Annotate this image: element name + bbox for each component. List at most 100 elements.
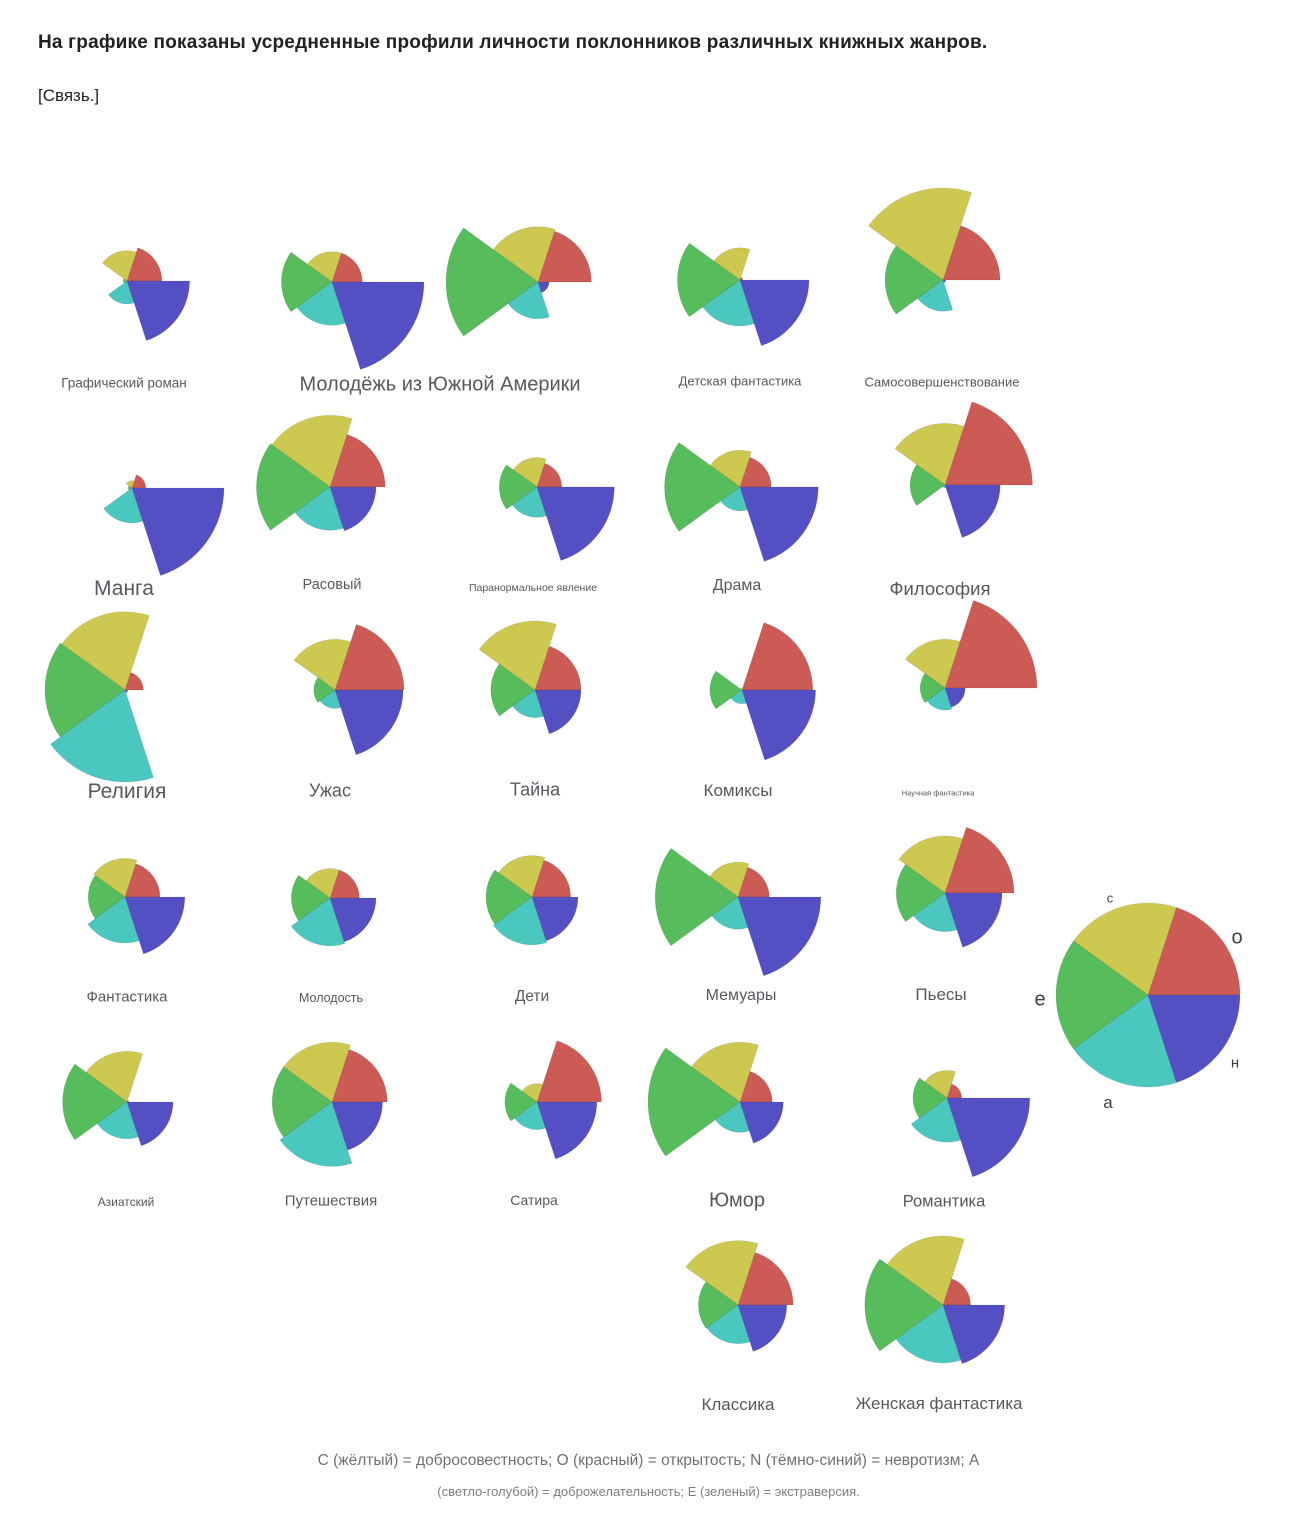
экстраверсия-sector (256, 443, 331, 531)
rose-chart-genre-14 (839, 582, 1051, 794)
экстраверсия-sector (313, 677, 336, 703)
rose-chart-genre-10 (19, 584, 231, 796)
добросовестность-sector (904, 638, 961, 689)
доброжелательность-sector (895, 1304, 962, 1364)
rose-chart-genre-1 (226, 176, 438, 388)
rose-chart-genre-15 (19, 791, 231, 1003)
добросовестность-sector (293, 639, 352, 691)
добросовестность-sector (709, 449, 752, 488)
экстраверсия-sector (281, 251, 333, 313)
rose-chart-genre-3 (634, 174, 846, 386)
добросовестность-sector (271, 414, 353, 488)
открытость-sector (531, 859, 572, 898)
genre-label: Классика (701, 1395, 775, 1414)
rose-chart-genre-23 (634, 996, 846, 1208)
доброжелательность-sector (107, 280, 135, 305)
экстраверсия-sector (1055, 940, 1149, 1050)
rose-chart-genre-0 (21, 175, 233, 387)
genre-label: Молодость (298, 991, 364, 1005)
открытость-sector (737, 866, 770, 898)
доброжелательность-sector (926, 687, 953, 711)
невротизм-sector (131, 487, 225, 577)
rose-chart-genre-8 (634, 381, 846, 593)
невротизм-sector (329, 486, 377, 532)
экстраверсия-sector (445, 227, 539, 337)
экстраверсия-sector (62, 1063, 128, 1141)
доброжелательность-sector (512, 689, 545, 718)
экстраверсия-sector (654, 847, 739, 947)
source-link-text[interactable]: [Связь.] (38, 86, 100, 105)
невротизм-sector (536, 486, 615, 562)
добросовестность-sector (1073, 902, 1177, 996)
доброжелательность-sector (96, 1101, 139, 1140)
genre-label: Молодёжь из Южной Америки (299, 373, 581, 396)
доброжелательность-sector (103, 487, 144, 524)
genre-label: Манга (94, 577, 154, 600)
добросовестность-sector (713, 247, 751, 281)
невротизм-sector (946, 1097, 1031, 1178)
открытость-sector (131, 474, 147, 489)
genre-label: Комиксы (703, 781, 773, 800)
доброжелательность-sector (294, 486, 344, 531)
genre-label: Самосовершенствование (864, 374, 1020, 390)
доброжелательность-sector (714, 1101, 750, 1133)
экстраверсия-sector (498, 464, 538, 510)
экстраверсия-sector (698, 1281, 739, 1329)
экстраверсия-sector (912, 1077, 948, 1119)
открытость-sector (329, 433, 386, 488)
page-title: На графике показаны усредненные профили … (38, 32, 988, 53)
rose-chart-genre-20 (21, 996, 233, 1208)
genre-label: Мемуары (705, 987, 777, 1004)
экстраверсия-sector (290, 874, 331, 922)
невротизм-sector (739, 486, 819, 562)
экстраверсия-sector (647, 1047, 741, 1157)
доброжелательность-sector (511, 486, 547, 518)
добросовестность-sector (306, 251, 342, 283)
экстраверсия-sector (895, 863, 946, 923)
экстраверсия-sector (884, 245, 944, 315)
добросовестность-sector (125, 480, 135, 489)
genre-label: Юмор (709, 1189, 765, 1212)
открытость-sector (737, 1251, 794, 1306)
добросовестность-sector (685, 1240, 759, 1306)
rose-chart-genre-18 (632, 791, 844, 1003)
экстраверсия-sector (122, 278, 128, 284)
rose-chart-genre-19 (839, 787, 1051, 999)
доброжелательность-sector (913, 892, 958, 932)
невротизм-sector (737, 896, 822, 977)
невротизм-sector (329, 897, 377, 943)
открытость-sector (124, 863, 161, 898)
экстраверсия-sector (664, 442, 741, 532)
добросовестность-sector (521, 1083, 544, 1103)
trait-letter-label: а (1103, 1093, 1113, 1112)
genre-label: Паранормальное явление (468, 582, 598, 594)
невротизм-sector (739, 1101, 784, 1144)
rose-chart-genre-22 (431, 996, 643, 1208)
экстраверсия-sector (490, 663, 536, 717)
добросовестность-sector (924, 1070, 957, 1099)
rose-chart-genre-6 (224, 381, 436, 593)
genre-label: Ужас (309, 780, 351, 801)
доброжелательность-sector (50, 689, 154, 783)
rose-chart-genre-25 (632, 1199, 844, 1411)
открытость-sector (741, 622, 814, 691)
открытость-sector (944, 826, 1015, 894)
trait-letter-label: н (1230, 1054, 1240, 1072)
добросовестность-sector (868, 187, 972, 281)
открытость-sector (536, 462, 563, 488)
невротизм-sector (741, 689, 817, 761)
genre-label: Дети (514, 988, 550, 1005)
невротизм-sector (942, 279, 947, 284)
открытость-sector (331, 1048, 388, 1103)
открытость-sector (126, 1099, 130, 1103)
rose-chart-genre-12 (429, 584, 641, 796)
открытость-sector (946, 1083, 963, 1099)
genre-label: Религия (87, 780, 167, 803)
экстраверсия-sector (44, 642, 126, 738)
genre-label: Драма (712, 577, 762, 594)
доброжелательность-sector (942, 484, 947, 489)
невротизм-sector (944, 484, 1001, 539)
доброжелательность-sector (1073, 994, 1177, 1088)
добросовестность-sector (898, 835, 964, 894)
невротизм-sector (537, 281, 550, 294)
